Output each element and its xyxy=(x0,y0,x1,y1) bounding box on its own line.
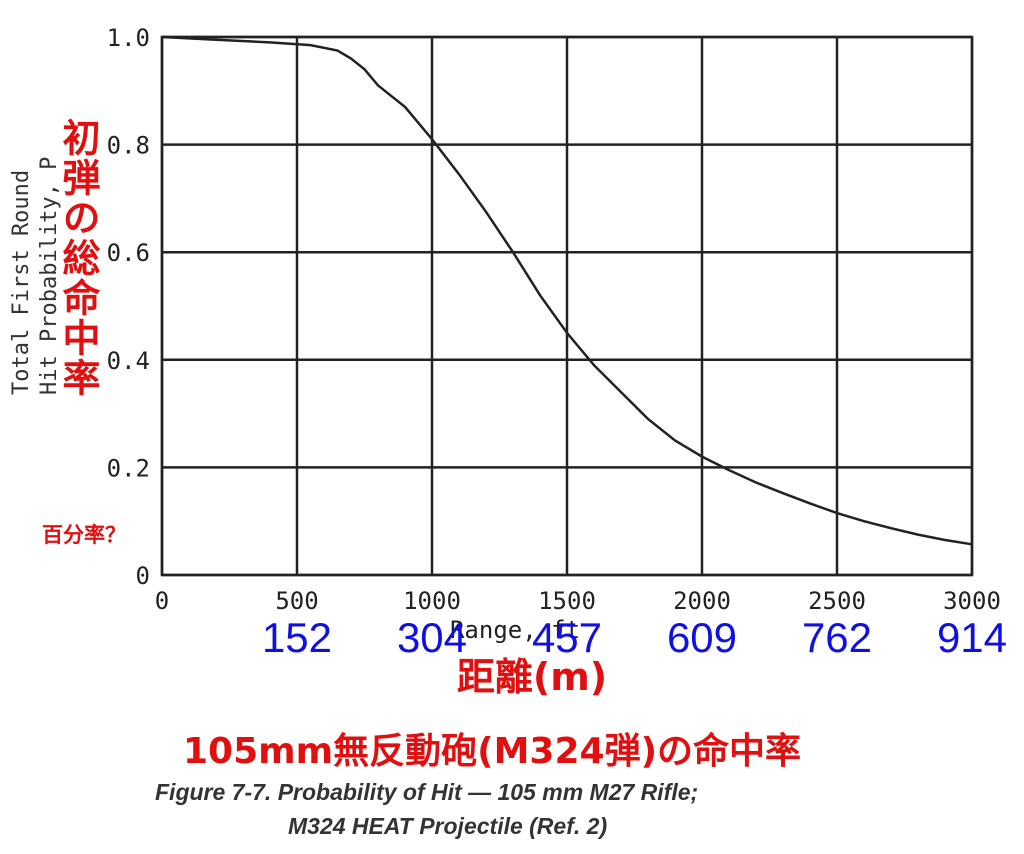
y-tick-label: 0.2 xyxy=(107,454,150,482)
y-tick-label: 0 xyxy=(136,562,150,590)
y-tick-label: 0.8 xyxy=(107,132,150,160)
plot-frame xyxy=(160,35,974,577)
y-axis-label-line2: Hit Probability, P xyxy=(37,157,62,395)
x-tick-label: 3000 xyxy=(943,587,1001,615)
x-axis-label-en: Range, ft xyxy=(450,616,580,644)
x-tick-label: 500 xyxy=(275,587,318,615)
y-tick-label: 1.0 xyxy=(107,24,150,52)
x-tick-label: 0 xyxy=(155,587,169,615)
chart-title-jp: 105mm無反動砲(M324弾)の命中率 xyxy=(183,730,801,772)
meter-label: 914 xyxy=(937,614,1007,661)
y-tick-labels: 0 0.2 0.4 0.6 0.8 1.0 xyxy=(107,24,150,590)
series-line xyxy=(161,35,973,546)
x-tick-label: 1000 xyxy=(403,587,461,615)
y-axis-label-jp: 初弾の総命中率 xyxy=(56,118,100,398)
y-tick-label: 0.4 xyxy=(107,347,150,375)
x-tick-label: 1500 xyxy=(538,587,596,615)
figure-caption-line2: M324 HEAT Projectile (Ref. 2) xyxy=(288,813,607,839)
grid xyxy=(160,35,974,577)
percent-note: 百分率？ xyxy=(42,523,126,547)
meter-label: 609 xyxy=(667,614,737,661)
y-axis-label-line1: Total First Round xyxy=(9,170,34,395)
y-axis-label-en: Total First Round Hit Probability, P xyxy=(9,157,62,395)
meter-labels: 152 304 457 609 762 914 xyxy=(262,614,1007,661)
meter-label: 457 xyxy=(532,614,602,661)
meter-label: 152 xyxy=(262,614,332,661)
x-tick-labels: 0 500 1000 1500 2000 2500 3000 xyxy=(155,587,1001,615)
x-tick-label: 2500 xyxy=(808,587,866,615)
y-tick-label: 0.6 xyxy=(107,239,150,267)
meter-label: 762 xyxy=(802,614,872,661)
figure-caption-line1: Figure 7-7. Probability of Hit — 105 mm … xyxy=(155,779,698,805)
x-axis-label-jp: 距離(m) xyxy=(457,655,607,699)
x-tick-label: 2000 xyxy=(673,587,731,615)
meter-label: 304 xyxy=(397,614,467,661)
